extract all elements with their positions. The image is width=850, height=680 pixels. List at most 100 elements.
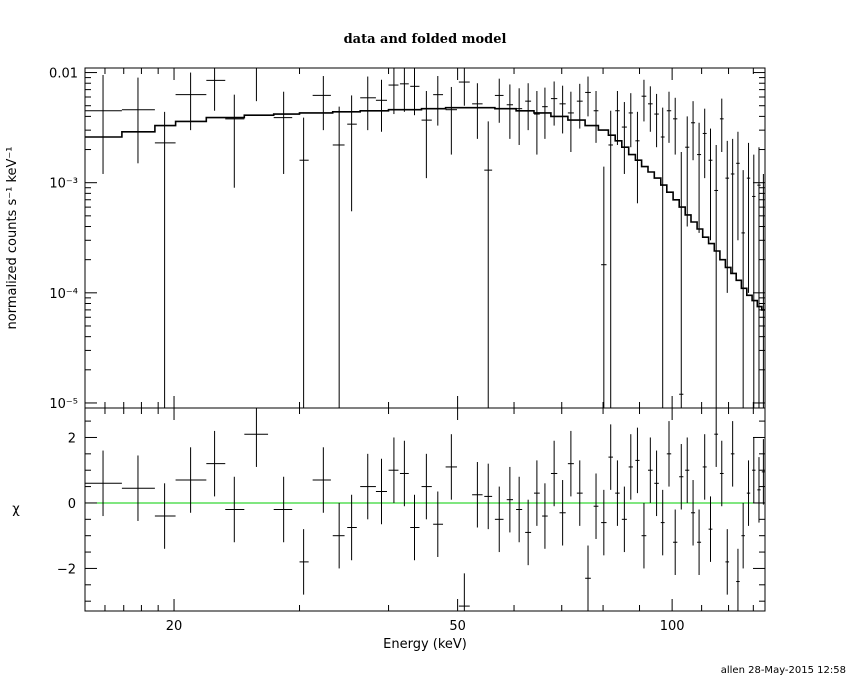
data-point xyxy=(421,91,432,179)
data-point xyxy=(673,97,678,155)
residual-point xyxy=(708,496,713,562)
footer-stamp: allen 28-May-2015 12:58 xyxy=(721,665,846,676)
data-point xyxy=(559,85,566,134)
residual-point xyxy=(525,499,532,566)
data-point xyxy=(641,79,647,122)
residual-point xyxy=(375,458,387,525)
data-point xyxy=(154,111,176,408)
residual-point xyxy=(494,486,504,553)
residual-point xyxy=(410,494,420,561)
data-point xyxy=(615,91,620,145)
residual-point xyxy=(615,460,620,526)
data-point xyxy=(85,75,122,174)
residual-point xyxy=(121,455,155,521)
residual-point xyxy=(360,453,376,520)
residual-point xyxy=(576,460,583,526)
residual-point xyxy=(702,434,707,500)
residual-point xyxy=(725,529,730,595)
residual-point xyxy=(273,476,293,543)
data-point xyxy=(484,121,493,408)
data-point xyxy=(410,68,420,116)
data-point xyxy=(608,110,613,408)
data-point xyxy=(433,76,444,126)
top-panel-ticks: 0.01 10⁻³ 10⁻⁴ 10⁻⁵ xyxy=(49,67,765,412)
data-point xyxy=(725,140,730,293)
residual-point xyxy=(660,489,665,556)
residual-point xyxy=(752,437,756,503)
data-point xyxy=(702,108,707,179)
data-point xyxy=(525,83,532,131)
data-point xyxy=(542,87,548,139)
data-point xyxy=(472,83,483,139)
data-point xyxy=(567,91,574,152)
data-point xyxy=(360,76,376,131)
x-tick-label: 50 xyxy=(449,619,466,634)
model-step-line xyxy=(85,106,765,311)
residual-point xyxy=(719,440,724,507)
data-point xyxy=(175,72,207,131)
data-point xyxy=(585,76,591,117)
residual-point xyxy=(647,437,653,503)
residual-point xyxy=(601,489,607,556)
residual-point xyxy=(635,427,640,494)
data-point xyxy=(299,117,309,408)
residual-point xyxy=(332,502,345,569)
data-point xyxy=(458,68,470,106)
residual-point xyxy=(641,502,647,569)
top-y-axis-label: normalized counts s⁻¹ keV⁻¹ xyxy=(5,147,20,330)
residual-point xyxy=(206,430,226,497)
data-point xyxy=(375,79,387,132)
residual-point xyxy=(673,509,678,575)
data-point xyxy=(225,94,245,188)
data-point xyxy=(621,102,627,174)
residual-point xyxy=(534,460,540,526)
data-point xyxy=(494,78,504,123)
data-point xyxy=(757,147,761,408)
residual-point xyxy=(585,545,591,611)
data-point xyxy=(506,84,513,139)
residual-point xyxy=(746,460,751,526)
residual-point xyxy=(761,439,765,505)
data-point xyxy=(679,151,684,408)
data-point xyxy=(332,106,345,408)
data-point xyxy=(660,107,665,408)
bottom-y-tick-label: 2 xyxy=(68,431,76,446)
residual-point xyxy=(736,548,740,611)
residual-point xyxy=(516,476,523,543)
residual-point xyxy=(542,483,548,549)
residual-point xyxy=(175,447,207,513)
bottom-panel: 2 0 −2 χ xyxy=(12,407,766,612)
data-point xyxy=(647,86,653,132)
data-point xyxy=(516,88,523,145)
data-point xyxy=(752,154,756,408)
data-point xyxy=(534,91,540,155)
x-axis-ticks: 20 50 100 xyxy=(166,619,685,634)
residual-point xyxy=(388,437,399,503)
residual-point xyxy=(154,483,176,549)
residual-point xyxy=(550,440,558,507)
data-point xyxy=(730,138,735,274)
residual-point xyxy=(506,466,513,533)
data-point xyxy=(121,77,155,164)
top-y-tick-label: 10⁻⁵ xyxy=(49,397,78,412)
residual-point xyxy=(299,529,309,595)
data-point xyxy=(388,68,399,115)
residual-point xyxy=(685,437,690,503)
residual-point xyxy=(347,494,357,561)
x-tick-label: 100 xyxy=(660,619,685,634)
residual-point xyxy=(593,473,599,539)
residual-point xyxy=(312,447,331,513)
data-point xyxy=(708,128,713,241)
residual-point xyxy=(691,480,696,546)
top-panel-marks xyxy=(85,68,765,408)
data-point xyxy=(399,68,409,112)
residual-point xyxy=(714,408,719,467)
residual-point xyxy=(654,450,659,517)
data-point xyxy=(635,111,640,204)
residual-point xyxy=(225,476,245,543)
data-point xyxy=(244,68,269,102)
bottom-y-axis-label: χ xyxy=(12,502,20,517)
data-point xyxy=(654,93,659,148)
data-point xyxy=(691,101,696,161)
data-point xyxy=(697,122,702,233)
